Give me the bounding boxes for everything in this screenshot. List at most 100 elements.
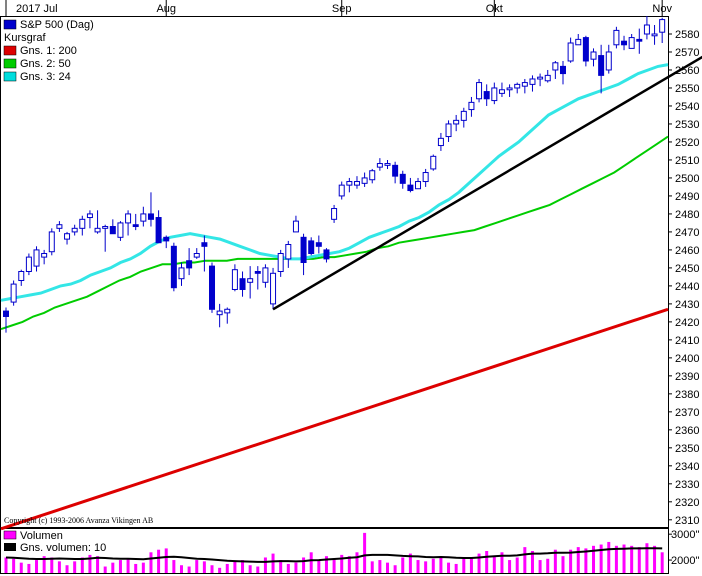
candle-body-up [422,172,429,183]
volume-bar [347,556,351,573]
y-tick-label: 2580 [675,29,699,41]
volume-bar [546,558,550,573]
volume-bar [599,544,603,573]
volume-bar [279,560,283,573]
candle [407,177,414,193]
candle-body-up [575,38,582,46]
candle-body-up [25,256,32,272]
volume-bar [164,548,168,573]
candle [331,204,338,223]
candle [514,82,521,94]
candle-body-up [521,82,528,87]
candle-body-down [201,242,208,247]
volume-bar [50,557,54,573]
y-tick-label: 2490 [675,191,699,203]
candle [178,262,185,286]
candle [361,172,368,187]
volume-bar [233,561,237,573]
volume-avg-line [5,547,663,563]
candle-body-up [71,227,78,233]
legend-swatch-ma200 [3,45,17,56]
volume-bar [309,552,313,573]
candle [209,262,216,313]
candle-body-up [193,253,200,258]
candle [476,78,483,103]
candle-body-down [300,236,307,264]
candle [346,177,353,193]
candle-body-up [277,253,284,273]
volume-bar [73,561,77,573]
volume-bar [485,551,489,573]
volume-bar [225,563,229,573]
month-label: Okt [486,3,503,15]
volume-bar [439,556,443,573]
candle [582,35,589,67]
volume-bar [660,552,664,573]
candle [468,96,475,117]
candle [605,44,612,74]
price-y-axis: 2310 2320 2330 2340 2350 2360 2370 2380 2390 2400… [668,29,699,527]
volume-bar [462,558,466,573]
candle-body-up [659,19,666,33]
candle [376,158,383,171]
volume-bar [569,549,573,573]
candle-body-down [315,242,322,247]
candle-body-down [254,271,261,274]
candle [79,215,86,236]
volume-bar [80,557,84,573]
volume-bar [149,552,153,573]
volume-bar [302,557,306,573]
candle-body-up [361,177,368,184]
volume-bar [538,560,542,573]
volume-bar [126,558,130,573]
candle-body-up [178,267,185,280]
volume-bar [157,549,161,573]
candle [224,307,231,324]
volume-bar [179,565,183,573]
volume-layer [4,532,664,573]
candle-body-up [346,181,353,186]
volume-bar [210,565,214,573]
candle-body-down [598,55,605,76]
volume-bar [317,560,321,573]
y-tick-label: 2310 [675,515,699,527]
volume-bar [607,541,611,573]
candle [506,84,513,97]
legend-label-ma50: Gns. 2: 50 [20,58,71,70]
candle [270,267,277,310]
candle [193,248,200,259]
candle [163,235,170,249]
y-tick-label: 2400 [675,353,699,365]
candles-layer [3,16,666,333]
volume-bar [584,548,588,573]
candle-body-up [216,310,223,316]
volume-bar [637,547,641,573]
candle [247,266,254,299]
volume-bar [218,567,222,573]
volume-bar [172,560,176,573]
candle-body-up [651,33,658,37]
candle-body-up [491,87,498,102]
trendline-layer [272,55,702,311]
volume-bar [332,558,336,573]
candle [575,33,582,46]
volume-bar [12,558,16,573]
candle [277,249,284,277]
price-legend: S&P 500 (Dag) Kursgraf Gns. 1: 200 Gns. … [3,19,94,83]
candle-body-up [384,163,391,166]
volume-bar [96,556,100,573]
candle-body-up [376,163,383,168]
candle [590,48,597,67]
candle [94,210,101,234]
candle [392,161,399,184]
volume-bar [324,556,328,573]
y-tick-label: 2550 [675,83,699,95]
candle [384,159,391,169]
candle [25,253,32,276]
y-tick-label: 2430 [675,299,699,311]
candle-body-down [621,40,628,46]
candle [552,60,559,79]
candle [201,235,208,272]
candle [33,246,40,272]
volume-bar [630,545,634,573]
